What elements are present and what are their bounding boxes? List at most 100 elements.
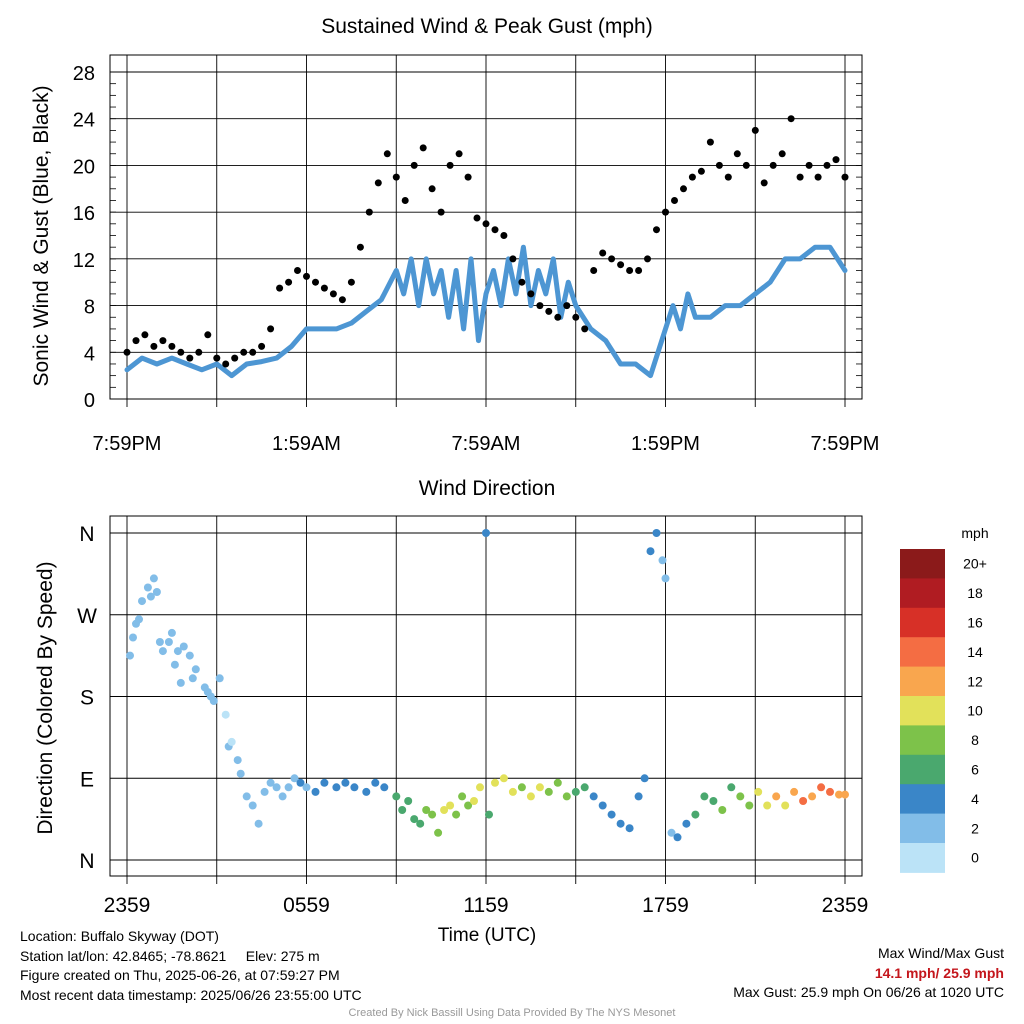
bottom-xtick-label: 1159 xyxy=(463,894,508,917)
gust-point xyxy=(374,179,382,187)
created-text: Figure created on Thu, 2025-06-26, at 07… xyxy=(20,967,340,983)
direction-point xyxy=(302,783,311,792)
direction-point xyxy=(233,756,242,765)
direction-point xyxy=(126,651,134,660)
top-ytick-label: 0 xyxy=(84,390,95,412)
direction-point xyxy=(616,819,625,828)
top-ytick-label: 8 xyxy=(84,297,95,319)
gust-point xyxy=(599,249,607,257)
direction-point xyxy=(392,792,401,801)
direction-point xyxy=(491,778,499,787)
gust-point xyxy=(581,325,589,333)
direction-point xyxy=(296,778,305,787)
direction-point xyxy=(290,774,299,783)
colorbar-swatch xyxy=(900,843,945,873)
gust-point xyxy=(446,161,454,169)
direction-point xyxy=(652,529,661,537)
gust-point xyxy=(437,208,445,216)
gust-point xyxy=(823,161,831,169)
direction-point xyxy=(179,642,188,651)
gust-point xyxy=(473,214,481,222)
top-xtick-label: 1:59AM xyxy=(272,433,341,455)
sustained-wind-panel: 0 4 8 12 16 20 24 28 7:59PM 1:59AM 7:59AM 1:59PM 7:5… xyxy=(30,15,879,455)
gust-point xyxy=(644,255,651,263)
gust-point xyxy=(401,197,409,204)
direction-point xyxy=(709,797,718,805)
gust-point xyxy=(356,243,364,251)
gust-point xyxy=(635,267,643,274)
gust-point xyxy=(320,284,328,292)
colorbar-swatch xyxy=(900,607,945,638)
gust-point xyxy=(392,173,400,181)
direction-point xyxy=(260,787,269,796)
gust-point xyxy=(787,115,795,123)
gust-point xyxy=(653,226,660,234)
gust-point xyxy=(285,278,293,286)
direction-point xyxy=(236,769,245,778)
gust-point xyxy=(509,255,517,263)
bottom-ytick-label: N xyxy=(79,850,94,873)
direction-point xyxy=(185,651,194,660)
gust-point xyxy=(240,348,248,356)
direction-point xyxy=(416,819,425,828)
direction-point xyxy=(646,547,655,556)
gust-point xyxy=(751,126,759,134)
max-values: 14.1 mph/ 25.9 mph xyxy=(874,964,1004,981)
top-ytick-label: 4 xyxy=(84,343,95,365)
bottom-ytick-label: S xyxy=(80,687,94,710)
colorbar-swatch xyxy=(900,666,945,697)
latlon-elev-text: Station lat/lon: 42.8465; -78.8621 Elev:… xyxy=(20,947,362,967)
gust-point xyxy=(608,255,616,263)
gust-point xyxy=(213,354,221,362)
direction-point xyxy=(458,792,467,801)
direction-point xyxy=(508,787,517,796)
direction-point xyxy=(428,810,437,819)
gust-point xyxy=(204,331,212,339)
gust-point xyxy=(841,173,849,181)
gust-point xyxy=(814,173,822,181)
direction-point xyxy=(808,792,817,801)
colorbar-unit-label: mph xyxy=(961,525,988,541)
direction-point xyxy=(517,783,526,792)
gust-point xyxy=(195,348,203,356)
gust-point xyxy=(724,173,732,181)
direction-point xyxy=(248,801,257,810)
direction-point xyxy=(718,806,727,814)
gust-point xyxy=(518,278,526,286)
gust-point xyxy=(222,360,230,368)
direction-point xyxy=(227,737,236,746)
top-ytick-label: 20 xyxy=(73,156,95,178)
direction-point xyxy=(526,792,535,801)
colorbar-label: 10 xyxy=(967,703,983,719)
direction-point xyxy=(535,783,544,792)
top-ytick-label: 12 xyxy=(73,250,95,272)
gust-point xyxy=(617,261,625,269)
wind-direction-panel: N E S W N 2359 0559 1159 1759 2359 Wind Direction T… xyxy=(34,477,868,946)
direction-point xyxy=(562,792,571,801)
direction-point xyxy=(284,783,293,792)
direction-point xyxy=(661,574,670,583)
gust-point xyxy=(141,331,149,339)
gust-point xyxy=(186,354,194,362)
direction-point xyxy=(544,787,553,796)
colorbar-label: 2 xyxy=(971,820,979,836)
gust-point xyxy=(769,161,777,169)
direction-point xyxy=(242,792,251,801)
gust-point xyxy=(267,325,275,333)
gust-point xyxy=(347,278,355,286)
colorbar-label: 0 xyxy=(971,850,979,866)
gust-point xyxy=(491,226,499,234)
direction-point xyxy=(640,774,649,783)
direction-point xyxy=(176,678,185,687)
direction-point xyxy=(272,783,281,792)
direction-point xyxy=(320,778,329,787)
direction-point xyxy=(350,783,359,792)
colorbar-label: 8 xyxy=(971,732,979,748)
gust-point xyxy=(132,337,140,345)
recent-data-text: Most recent data timestamp: 2025/06/26 2… xyxy=(20,986,362,1003)
direction-point xyxy=(215,674,224,683)
gust-point xyxy=(258,342,266,350)
gust-point xyxy=(419,144,427,152)
latlon-text: Station lat/lon: 42.8465; -78.8621 xyxy=(20,947,227,964)
